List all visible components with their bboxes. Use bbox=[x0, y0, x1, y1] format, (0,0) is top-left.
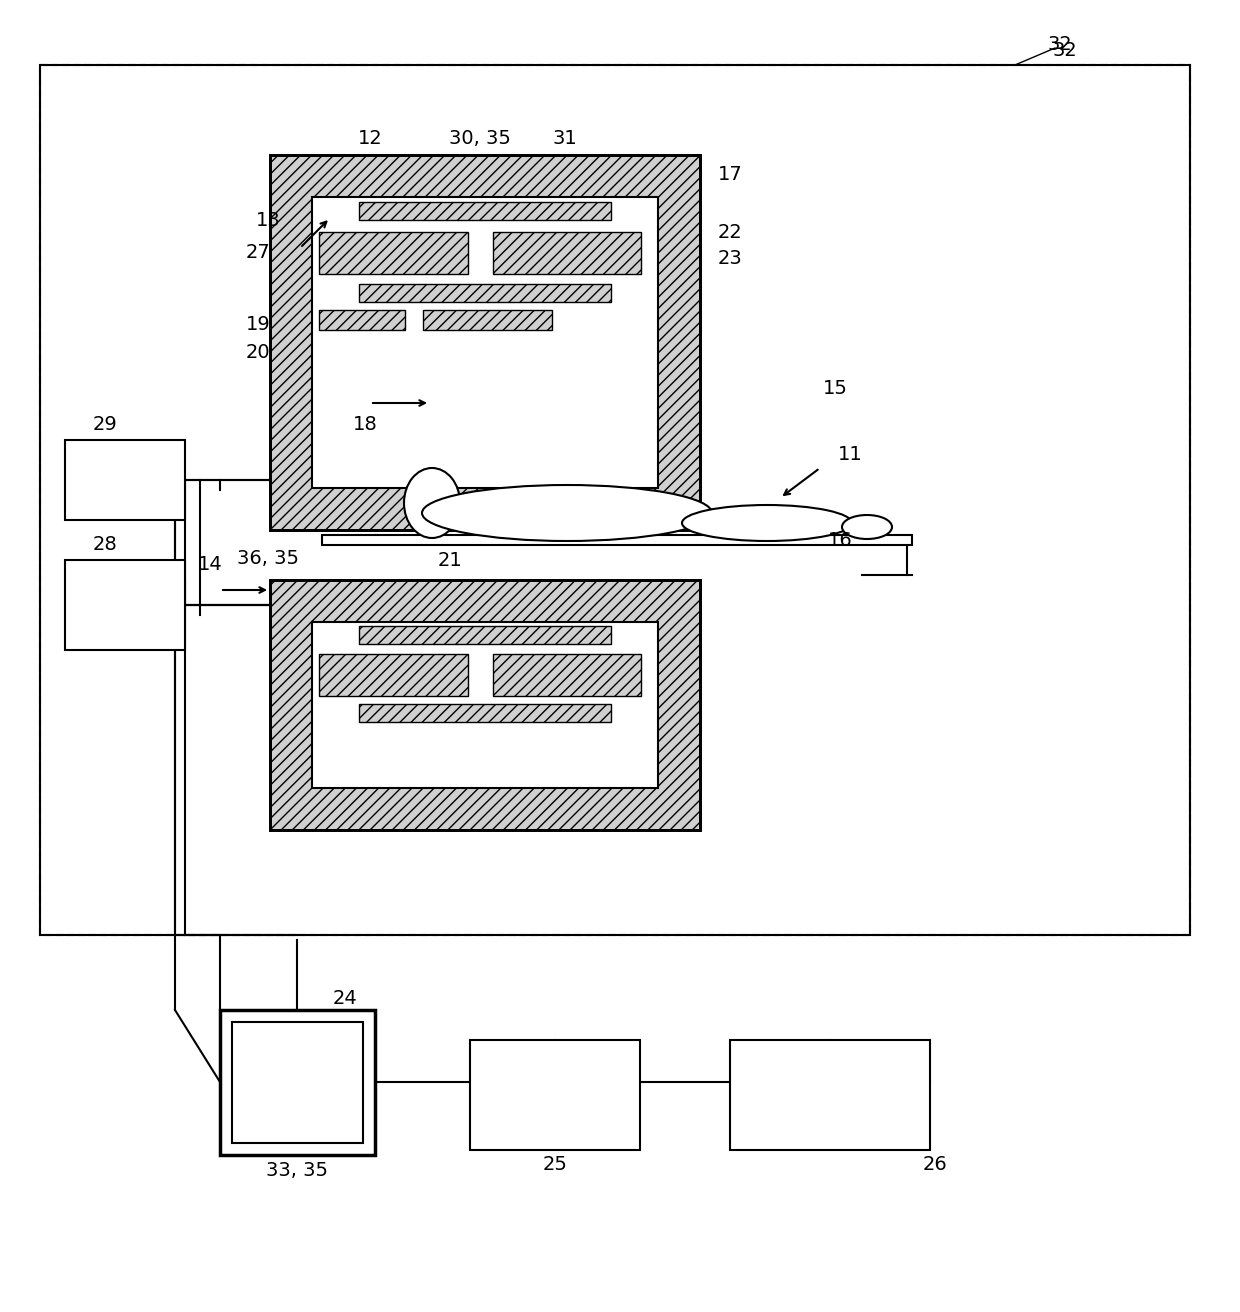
Bar bbox=[360, 202, 611, 220]
Text: 31: 31 bbox=[553, 129, 578, 147]
Bar bbox=[322, 535, 911, 544]
Bar bbox=[312, 197, 658, 488]
Bar bbox=[40, 66, 1190, 935]
Text: 36, 35: 36, 35 bbox=[237, 548, 299, 568]
Text: 25: 25 bbox=[543, 1156, 568, 1174]
Text: 11: 11 bbox=[838, 446, 862, 464]
Bar bbox=[270, 155, 701, 530]
Bar bbox=[64, 560, 185, 649]
Bar bbox=[360, 626, 611, 644]
Text: 20: 20 bbox=[246, 342, 270, 362]
Bar bbox=[492, 653, 641, 695]
Text: 13: 13 bbox=[255, 210, 280, 230]
Bar bbox=[270, 155, 701, 530]
Text: 27: 27 bbox=[246, 243, 270, 261]
Bar bbox=[492, 232, 641, 274]
Bar bbox=[270, 580, 701, 830]
Text: 19: 19 bbox=[246, 315, 270, 335]
Text: 14: 14 bbox=[197, 555, 222, 575]
Text: 32: 32 bbox=[1053, 41, 1078, 59]
Text: 29: 29 bbox=[93, 416, 118, 434]
Text: 15: 15 bbox=[822, 378, 847, 398]
Bar bbox=[319, 232, 467, 274]
Bar bbox=[319, 310, 404, 331]
Text: 21: 21 bbox=[438, 551, 463, 569]
Ellipse shape bbox=[422, 485, 712, 541]
Bar bbox=[423, 310, 553, 331]
Bar bbox=[730, 1040, 930, 1151]
Ellipse shape bbox=[404, 468, 460, 538]
Text: 33, 35: 33, 35 bbox=[267, 1161, 329, 1179]
Bar bbox=[40, 66, 1190, 935]
Ellipse shape bbox=[842, 516, 892, 539]
Text: 18: 18 bbox=[352, 416, 377, 434]
Ellipse shape bbox=[682, 505, 852, 541]
Bar bbox=[219, 1010, 374, 1155]
Bar bbox=[319, 653, 467, 695]
Bar bbox=[312, 622, 658, 789]
Text: 32: 32 bbox=[1048, 35, 1073, 55]
Text: 30, 35: 30, 35 bbox=[449, 129, 511, 147]
Text: 23: 23 bbox=[718, 248, 743, 268]
Text: 16: 16 bbox=[827, 530, 852, 550]
Text: 26: 26 bbox=[923, 1156, 947, 1174]
Text: 17: 17 bbox=[718, 165, 743, 185]
Text: 24: 24 bbox=[332, 988, 357, 1008]
Text: 22: 22 bbox=[718, 223, 743, 241]
Bar bbox=[360, 283, 611, 302]
Text: 28: 28 bbox=[93, 535, 118, 555]
Bar bbox=[470, 1040, 640, 1151]
Bar bbox=[360, 705, 611, 722]
Text: 12: 12 bbox=[357, 129, 382, 147]
Bar bbox=[64, 440, 185, 520]
Bar bbox=[270, 580, 701, 830]
Bar bbox=[232, 1022, 363, 1143]
